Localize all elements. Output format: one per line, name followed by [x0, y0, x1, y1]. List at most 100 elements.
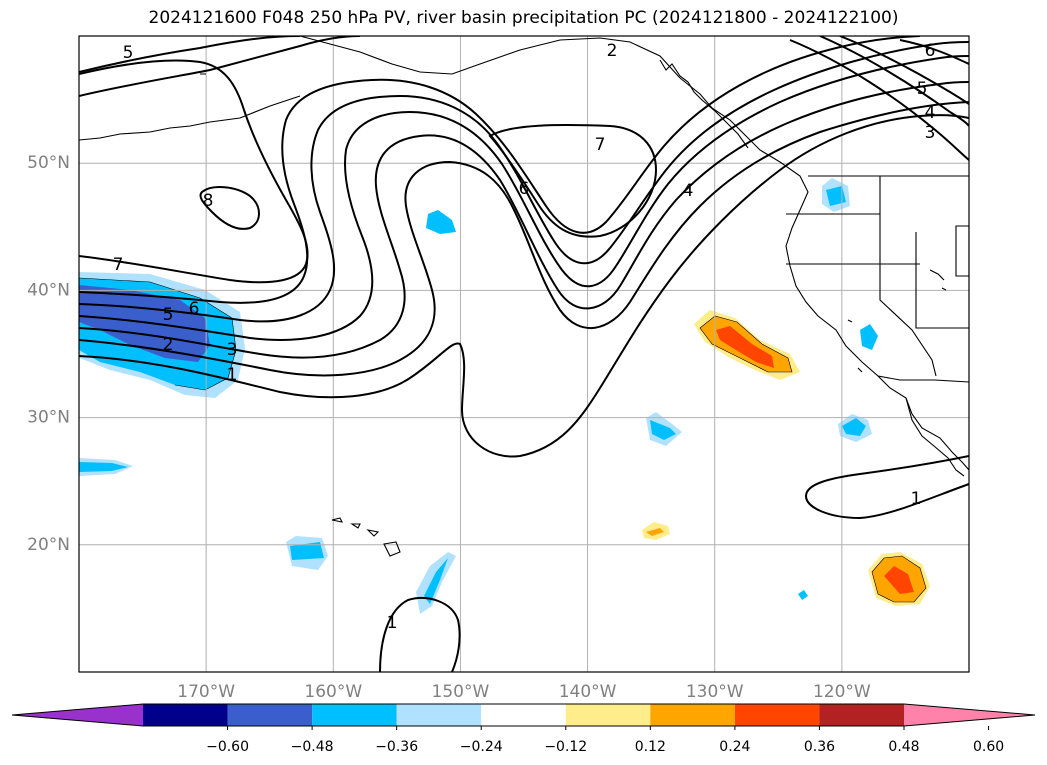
contour-west-ridge-7	[79, 59, 309, 284]
contour-label: 5	[123, 43, 134, 63]
contour-7-closed	[488, 124, 658, 238]
colorbar-band	[396, 704, 482, 726]
blue-patch-west-lat26-core	[79, 462, 128, 472]
lon-tick-label: 170°W	[177, 682, 235, 702]
lon-tick-label: 160°W	[304, 682, 362, 702]
colorbar-extend-min	[12, 704, 143, 726]
chart-title: 2024121600 F048 250 hPa PV, river basin …	[148, 8, 899, 28]
border-california-nevada	[879, 264, 937, 377]
border-us-mexico	[877, 375, 969, 383]
contour-label: 2	[163, 335, 174, 355]
colorbar-tick-labels: −0.60 −0.48 −0.36 −0.24 −0.12 0.12 0.24 …	[206, 739, 1004, 755]
colorbar-tick-label: 0.48	[888, 739, 919, 755]
colorbar-band	[734, 704, 820, 726]
contour-label: 2	[607, 41, 618, 61]
map-frame	[78, 35, 970, 673]
contour-label: 1	[911, 489, 922, 509]
colorbar-tick-label: −0.12	[544, 739, 587, 755]
contour-8-closed	[199, 186, 260, 230]
blue-patch-160w-core	[290, 542, 324, 560]
colorbar-band	[650, 704, 735, 726]
contour-west-ridge-2	[79, 101, 969, 377]
blue-streak-153w-core	[424, 558, 448, 604]
contour-3-ne	[789, 39, 969, 161]
colorbar-band	[819, 704, 904, 726]
shading-outline-116w	[871, 555, 927, 603]
contour-5-ne	[839, 36, 969, 105]
blue-patch-121w-core	[826, 186, 846, 206]
orange-region-116w-core	[884, 566, 914, 594]
contour-label: 5	[917, 79, 928, 99]
contour-label: 4	[925, 103, 936, 123]
contour-west-ridge-4	[79, 55, 969, 341]
lat-tick-labels: 50°N 40°N 30°N 20°N	[27, 153, 70, 555]
contour-label: 7	[113, 255, 124, 275]
contour-label: 1	[387, 613, 398, 633]
colorbar-tick-label: 0.12	[635, 739, 666, 755]
contour-1-south	[379, 597, 461, 672]
blue-patch-135w-core	[650, 420, 676, 440]
colorbar	[11, 703, 1036, 730]
contour-6-ne	[899, 39, 969, 65]
lat-tick-label: 50°N	[27, 153, 70, 173]
lat-tick-label: 40°N	[27, 280, 70, 300]
coast-north-america	[299, 36, 969, 471]
lat-tick-label: 20°N	[27, 535, 70, 555]
coast-baja	[905, 397, 965, 477]
contour-label: 5	[163, 305, 174, 325]
colorbar-band	[565, 704, 651, 726]
blue-region-west-core	[79, 285, 210, 362]
contour-label: 6	[519, 179, 530, 199]
contour-west-ridge-1	[79, 114, 969, 458]
contour-north-upper	[79, 36, 301, 73]
hawaii-islands	[331, 517, 401, 557]
islands-near-cape-mendocino	[200, 73, 947, 373]
aleutian-islands	[79, 95, 301, 141]
lon-tick-labels: 170°W 160°W 150°W 140°W 130°W 120°W	[177, 682, 871, 702]
colorbar-band	[227, 704, 313, 726]
contour-labels: 5 2 6 5 4 3 7 6 8 4 7 5 6 2 3 1 1 1	[113, 41, 936, 633]
contour-west-ridge-6	[79, 36, 921, 304]
colorbar-outline	[11, 703, 1036, 727]
lon-tick-label: 120°W	[813, 682, 871, 702]
colorbar-tick-label: −0.60	[206, 739, 249, 755]
contour-1-subtropic	[804, 455, 969, 520]
lon-tick-label: 150°W	[432, 682, 490, 702]
colorbar-band	[143, 704, 228, 726]
blue-patch-119w	[860, 324, 878, 350]
colorbar-extend-max	[904, 704, 1035, 726]
pv-contours	[79, 36, 969, 672]
blue-patch-152w	[426, 210, 456, 234]
contour-label: 3	[925, 123, 936, 143]
colorbar-tick-label: 0.24	[719, 739, 750, 755]
orange-patch-135w	[646, 528, 664, 536]
contour-west-ridge-3	[79, 81, 969, 359]
lon-tick-label: 140°W	[559, 682, 617, 702]
lat-tick-label: 30°N	[27, 408, 70, 428]
contour-label: 3	[227, 340, 238, 360]
orange-region-128w-core	[716, 326, 774, 368]
border-states-inland	[879, 176, 969, 329]
contour-label: 6	[189, 299, 200, 319]
colorbar-tick-label: −0.36	[375, 739, 418, 755]
blue-dot-123w	[798, 590, 808, 600]
colorbar-tick-label: −0.48	[291, 739, 334, 755]
contour-label: 7	[595, 135, 606, 155]
colorbar-tick-label: 0.60	[973, 739, 1004, 755]
contour-north-5	[79, 36, 361, 97]
shading-outline-west	[79, 277, 237, 391]
blue-patch-119w-lat29-core	[842, 418, 866, 436]
contour-label: 6	[925, 41, 936, 61]
contour-label: 1	[227, 365, 238, 385]
colorbar-tick-label: −0.24	[460, 739, 503, 755]
colorbar-band	[481, 704, 566, 726]
contour-label: 8	[203, 191, 214, 211]
colorbar-tick-label: 0.36	[804, 739, 835, 755]
coastlines	[79, 36, 969, 557]
contour-label: 4	[683, 181, 694, 201]
shading-outline-128w	[699, 315, 793, 373]
contour-4-ne	[819, 36, 969, 127]
colorbar-band	[312, 704, 397, 726]
lon-tick-label: 130°W	[686, 682, 744, 702]
